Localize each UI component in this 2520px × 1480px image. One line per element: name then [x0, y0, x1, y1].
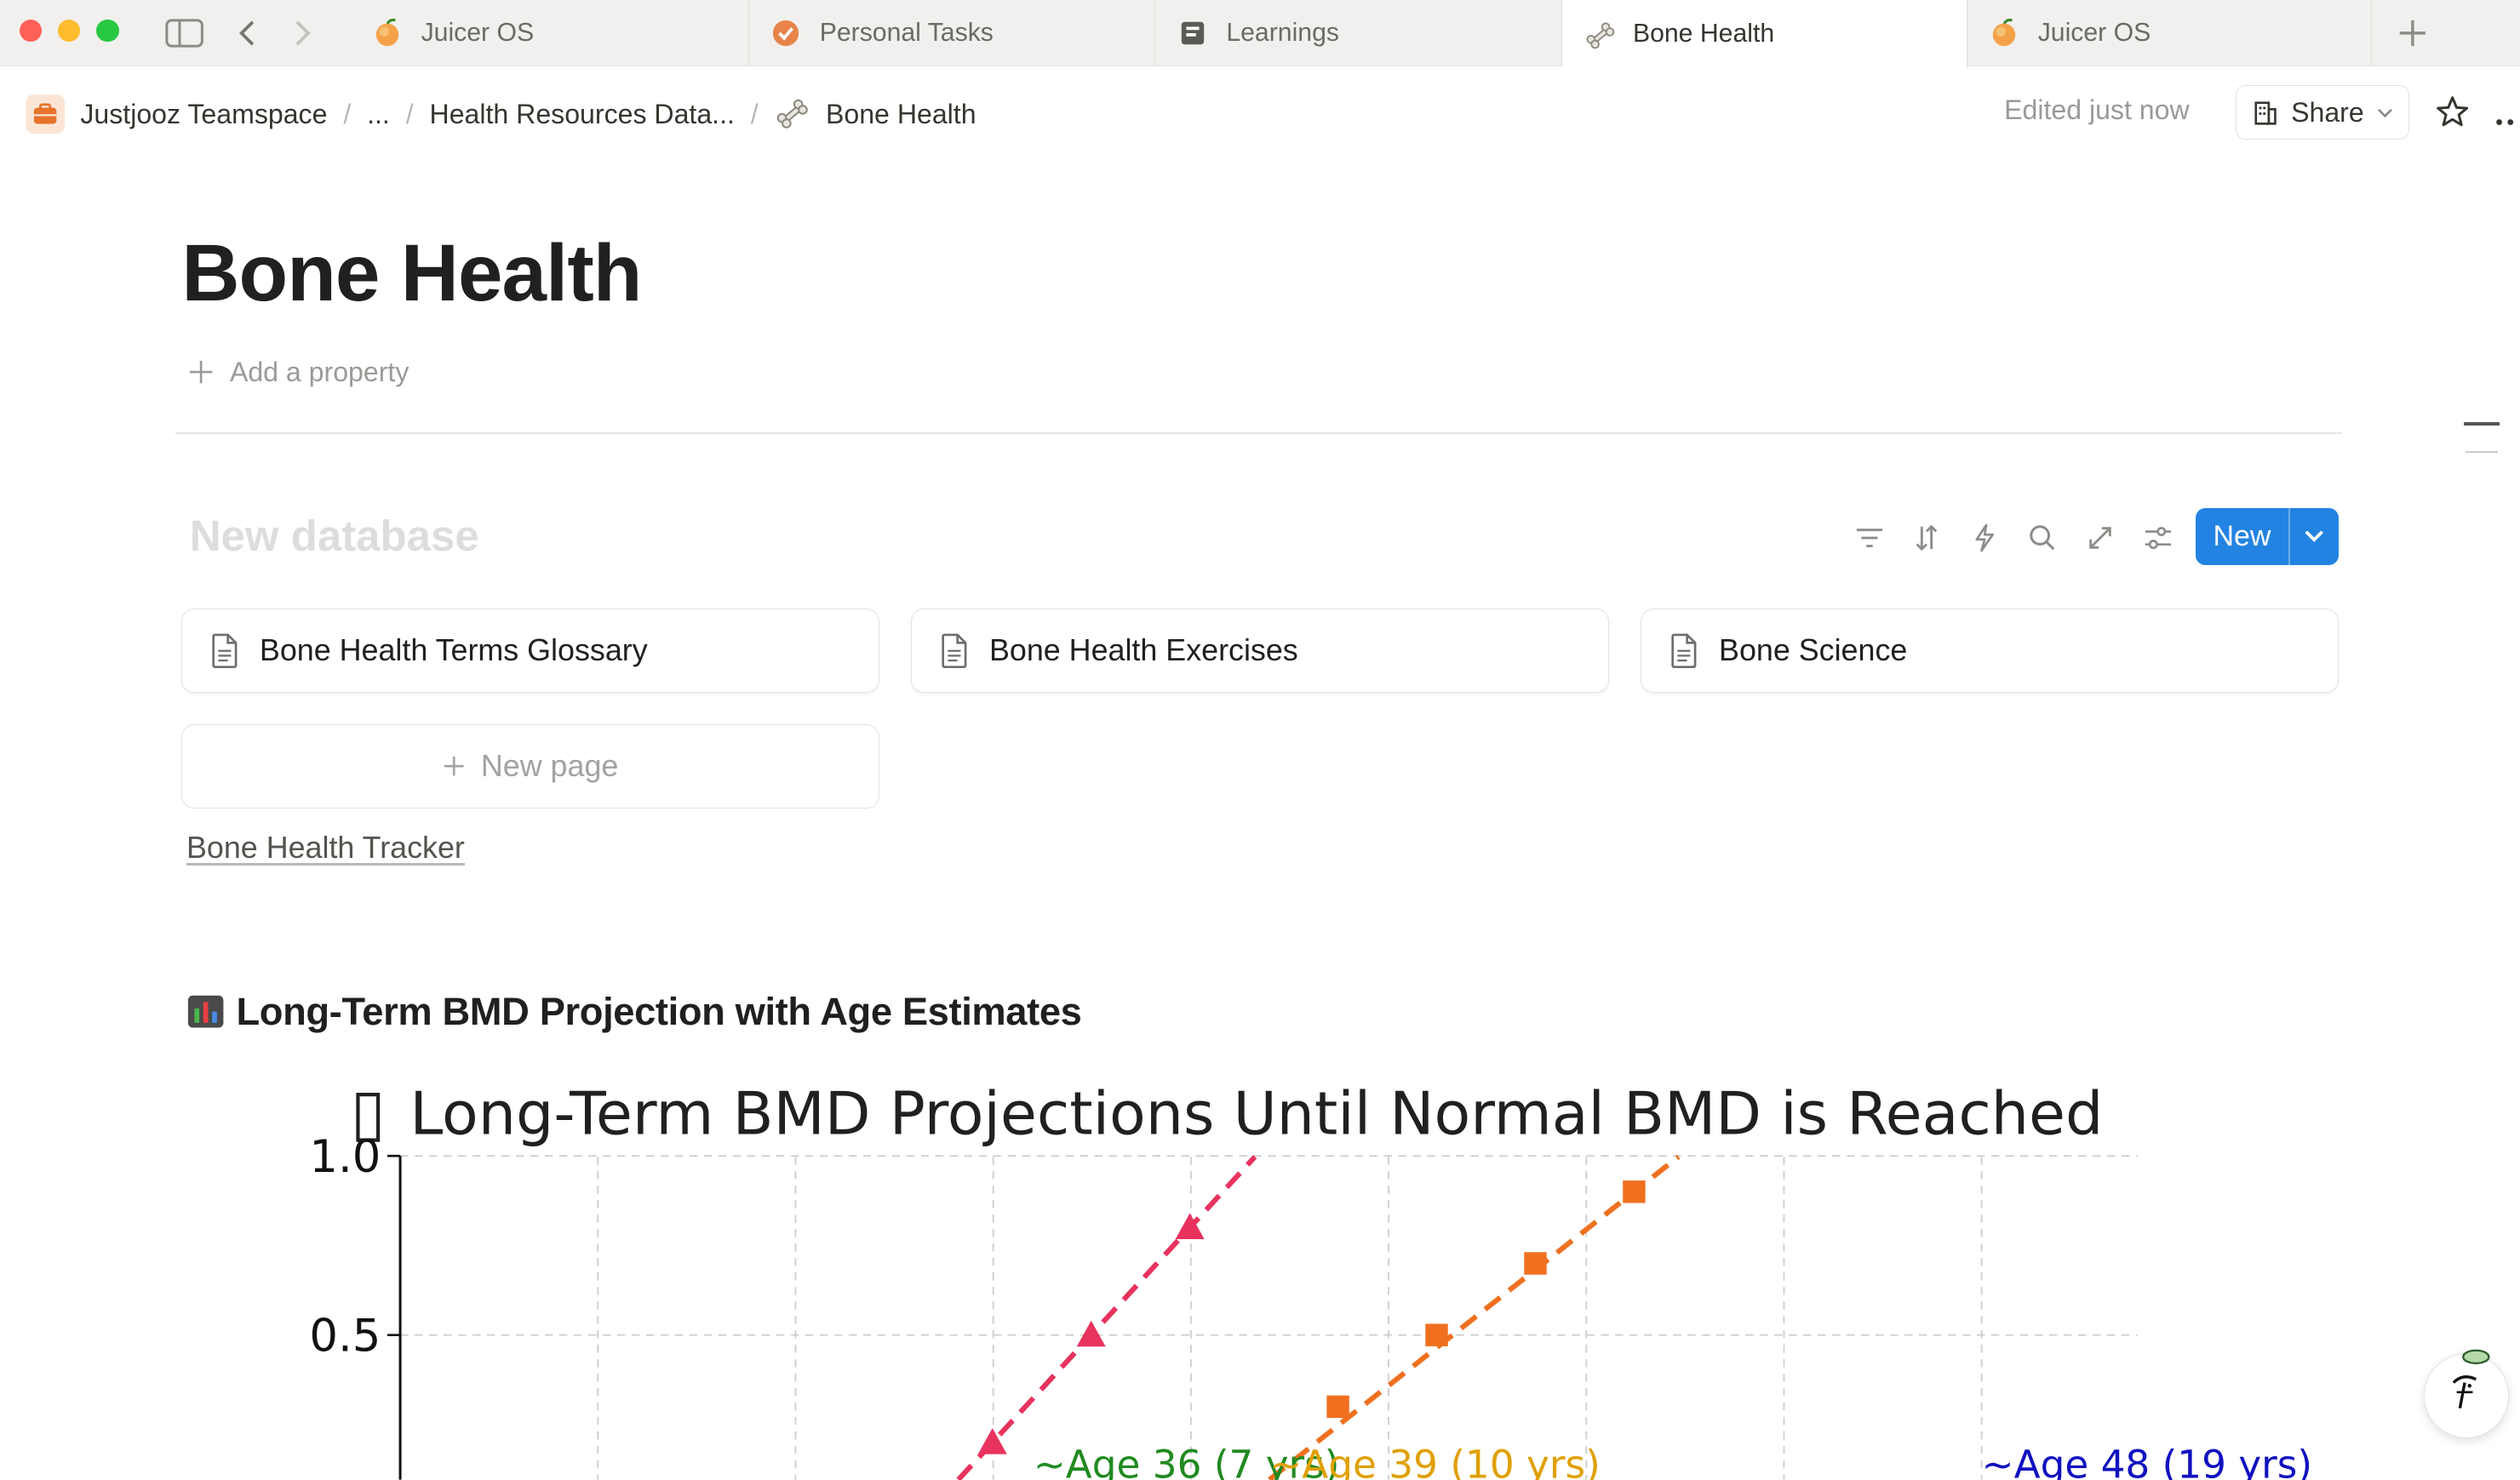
breadcrumb-separator: / [343, 98, 352, 129]
new-button[interactable]: New [2195, 507, 2339, 566]
breadcrumb-ellipsis[interactable]: ... [367, 98, 390, 129]
y-tick-label: 0.5 [309, 1311, 381, 1363]
card-title: Bone Health Terms Glossary [259, 633, 648, 668]
section-heading[interactable]: Long-Term BMD Projection with Age Estima… [186, 989, 1082, 1034]
data-point-triangle [1175, 1213, 1205, 1240]
outline-marker-icon[interactable] [2465, 451, 2498, 454]
chart-annotations: ~Age 36 (7 yrs)~Age 39 (10 yrs) ~Age 48 (… [1034, 1443, 2312, 1480]
tab-juicer-os-2[interactable]: Juicer OS [1967, 0, 2373, 66]
gallery-card[interactable]: Bone Health Exercises [911, 609, 1609, 693]
lightning-icon[interactable] [1967, 521, 2003, 557]
series-line [956, 1155, 1257, 1480]
sidebar-toggle-icon[interactable] [161, 0, 209, 66]
chart-annotation: ~Age 48 (19 yrs) [1982, 1443, 2312, 1480]
card-title: Bone Science [1719, 633, 1908, 668]
browser-tab-bar: Juicer OS Personal Tasks Learnings Bone … [0, 0, 2520, 68]
new-page-button[interactable]: New page [181, 724, 879, 809]
edited-status: Edited just now [2004, 94, 2190, 126]
database-toolbar [1852, 517, 2199, 559]
filter-icon[interactable] [1852, 521, 1887, 557]
search-icon[interactable] [2025, 521, 2061, 557]
more-options-icon[interactable] [2493, 106, 2520, 125]
peach-icon [1990, 18, 2019, 48]
document-icon [209, 633, 241, 669]
bone-icon [775, 96, 810, 132]
plus-icon [188, 359, 214, 385]
chart-axes: 1.0 0.5 [309, 1131, 402, 1480]
peach-icon [373, 18, 402, 48]
bone-icon [1584, 20, 1615, 49]
tab-learnings[interactable]: Learnings [1155, 0, 1562, 66]
series-line [1268, 1154, 1681, 1480]
data-point-square [1623, 1180, 1646, 1203]
document-icon [938, 633, 971, 669]
star-icon[interactable] [2433, 93, 2471, 131]
card-title: Bone Health Exercises [988, 633, 1298, 668]
check-circle-icon [771, 19, 800, 48]
gallery-card[interactable]: Bone Science [1641, 609, 2339, 693]
bmd-projection-chart: ▯ Long-Term BMD Projections Until Normal… [309, 1075, 2312, 1480]
chart-title-text: Long-Term BMD Projections Until Normal B… [410, 1080, 2103, 1149]
chart-grid [400, 1155, 2138, 1480]
section-heading-text: Long-Term BMD Projection with Age Estima… [236, 989, 1082, 1033]
breadcrumb-workspace[interactable]: Justjooz Teamspace [80, 98, 328, 129]
data-point-square [1326, 1395, 1349, 1419]
building-icon [2253, 100, 2278, 125]
notebook-icon [1178, 19, 1207, 48]
data-point-triangle [977, 1428, 1007, 1454]
share-label: Share [2291, 96, 2364, 128]
breadcrumb-current[interactable]: Bone Health [825, 98, 976, 129]
briefcase-icon [26, 94, 65, 134]
add-property-button[interactable]: Add a property [188, 357, 410, 388]
chart-title-glyph: ▯ [351, 1075, 387, 1150]
help-button[interactable] [2423, 1349, 2509, 1438]
breadcrumb-parent[interactable]: Health Resources Data... [429, 98, 735, 129]
minimize-window-button[interactable] [57, 19, 81, 43]
tab-juicer-os[interactable]: Juicer OS [351, 0, 749, 66]
outline-marker-icon[interactable] [2463, 422, 2500, 426]
maximize-window-button[interactable] [96, 19, 119, 43]
breadcrumb: Justjooz Teamspace / ... / Health Resour… [26, 92, 976, 137]
tab-personal-tasks[interactable]: Personal Tasks [749, 0, 1156, 66]
breadcrumb-separator: / [750, 98, 759, 129]
database-title[interactable]: New database [189, 511, 479, 561]
expand-icon[interactable] [2083, 521, 2119, 557]
chart-annotation: ~Age 36 (7 yrs) [1034, 1443, 1340, 1480]
page-title[interactable]: Bone Health [181, 229, 642, 319]
property-divider [175, 431, 2342, 434]
assistant-face-icon [2452, 1349, 2490, 1409]
bar-chart-icon [186, 992, 225, 1031]
new-tab-icon[interactable] [2388, 0, 2437, 66]
new-page-label: New page [480, 748, 619, 783]
forward-icon[interactable] [286, 0, 322, 66]
gallery-card[interactable]: Bone Health Terms Glossary [181, 609, 879, 693]
share-button[interactable]: Share [2235, 85, 2409, 140]
tab-bone-health[interactable]: Bone Health [1561, 0, 1967, 68]
back-icon[interactable] [228, 0, 264, 66]
breadcrumb-separator: / [405, 98, 414, 129]
bone-health-tracker-link[interactable]: Bone Health Tracker [186, 830, 465, 865]
add-property-label: Add a property [229, 357, 410, 388]
chart-title: ▯ Long-Term BMD Projections Until Normal… [351, 1075, 2104, 1150]
settings-sliders-icon[interactable] [2141, 521, 2177, 557]
new-button-label: New [2213, 520, 2271, 552]
data-point-triangle [1076, 1320, 1106, 1347]
chart-annotation: ~Age 39 (10 yrs) [1269, 1443, 1600, 1480]
close-window-button[interactable] [19, 19, 43, 43]
new-button-divider [2288, 507, 2291, 566]
data-point-square [1425, 1323, 1448, 1346]
chevron-down-icon [2377, 106, 2393, 119]
sort-icon[interactable] [1910, 521, 1945, 557]
chart-series [956, 1154, 1681, 1480]
plus-icon [443, 755, 465, 777]
data-point-square [1524, 1252, 1547, 1275]
chevron-down-icon[interactable] [2290, 529, 2339, 545]
document-icon [1668, 633, 1700, 669]
y-tick-label: 1.0 [309, 1131, 381, 1183]
